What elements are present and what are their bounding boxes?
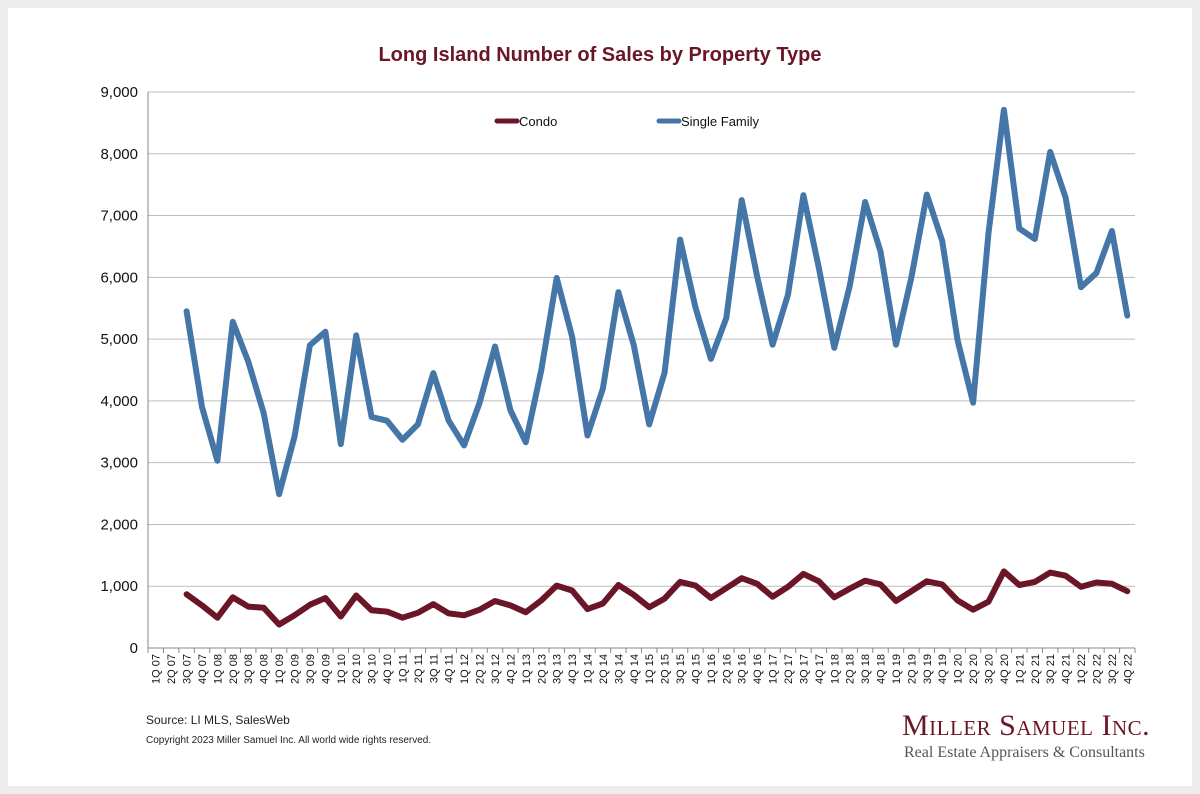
x-tick-label: 4Q 11	[444, 654, 456, 683]
legend-label: Single Family	[681, 114, 760, 129]
x-tick-label: 4Q 17	[814, 654, 826, 684]
x-tick-label: 3Q 17	[798, 654, 810, 684]
x-tick-label: 4Q 08	[259, 654, 271, 684]
axes: 0 1,000 2,000 3,000 4,000 5,000 6,000 7,000 8,00…	[100, 84, 1136, 684]
x-tick-label: 2Q 13	[536, 654, 548, 684]
x-tick-label: 2Q 21	[1030, 654, 1042, 684]
x-tick-label: 4Q 21	[1061, 654, 1073, 684]
x-tick-label: 4Q 20	[999, 654, 1011, 684]
y-tick-label: 5,000	[100, 331, 138, 348]
x-tick-label: 2Q 12	[475, 654, 487, 684]
x-tick-label: 1Q 10	[336, 654, 348, 684]
y-tick-label: 9,000	[100, 84, 138, 101]
x-tick-label: 1Q 12	[459, 654, 471, 684]
x-tick-label: 4Q 16	[752, 654, 764, 684]
x-tick-label: 1Q 14	[583, 654, 595, 684]
x-tick-label: 1Q 15	[644, 654, 656, 684]
y-tick-label: 4,000	[100, 393, 138, 410]
x-tick-label: 3Q 08	[243, 654, 255, 684]
x-tick-label: 2Q 17	[783, 654, 795, 684]
x-tick-label: 2Q 14	[598, 654, 610, 684]
x-tick-label: 1Q 09	[274, 654, 286, 684]
x-tick-label: 2Q 15	[660, 654, 672, 684]
x-tick-label: 1Q 22	[1076, 654, 1088, 684]
x-tick-label: 1Q 19	[891, 654, 903, 684]
chart-title: Long Island Number of Sales by Property …	[378, 44, 822, 66]
y-tick-label: 3,000	[100, 455, 138, 472]
legend-label: Condo	[519, 114, 557, 129]
x-tick-label: 2Q 11	[413, 654, 425, 683]
x-tick-label: 3Q 11	[428, 654, 440, 683]
x-tick-label: 4Q 12	[505, 654, 517, 684]
copyright-note: Copyright 2023 Miller Samuel Inc. All wo…	[146, 735, 432, 746]
x-tick-label: 4Q 18	[876, 654, 888, 684]
x-tick-label: 4Q 15	[690, 654, 702, 684]
x-tick-label: 3Q 21	[1045, 654, 1057, 684]
x-tick-label: 3Q 14	[613, 654, 625, 684]
x-tick-label: 4Q 07	[197, 654, 209, 684]
x-tick-label: 1Q 16	[706, 654, 718, 684]
x-tick-label: 4Q 10	[382, 654, 394, 684]
condo-series-line	[183, 568, 1131, 628]
x-tick-label: 3Q 13	[552, 654, 564, 684]
x-tick-label: 3Q 22	[1107, 654, 1119, 684]
x-tick-label: 4Q 14	[629, 654, 641, 684]
x-tick-label: 1Q 13	[521, 654, 533, 684]
x-tick-label: 3Q 20	[983, 654, 995, 684]
x-tick-label: 1Q 18	[829, 654, 841, 684]
brand-logo-name: Miller Samuel Inc.	[902, 709, 1151, 742]
single-family-series-line	[183, 106, 1131, 498]
y-tick-label: 0	[130, 640, 138, 657]
x-tick-label: 3Q 18	[860, 654, 872, 684]
x-tick-label: 3Q 15	[675, 654, 687, 684]
x-tick-label: 3Q 10	[367, 654, 379, 684]
y-tick-label: 7,000	[100, 208, 138, 225]
x-tick-label: 1Q 21	[1014, 654, 1026, 684]
x-tick-label: 2Q 16	[721, 654, 733, 684]
x-tick-label: 4Q 19	[937, 654, 949, 684]
x-tick-label: 2Q 22	[1091, 654, 1103, 684]
x-tick-label: 1Q 07	[151, 654, 163, 684]
y-tick-label: 6,000	[100, 269, 138, 286]
x-tick-label: 4Q 13	[567, 654, 579, 684]
x-tick-label: 4Q 22	[1122, 654, 1134, 684]
y-tick-label: 1,000	[100, 578, 138, 595]
x-tick-label: 4Q 09	[320, 654, 332, 684]
x-tick-label: 1Q 17	[768, 654, 780, 684]
x-tick-label: 3Q 12	[490, 654, 502, 684]
x-tick-label: 2Q 07	[166, 654, 178, 684]
series-lines	[183, 106, 1131, 628]
x-tick-label: 3Q 19	[922, 654, 934, 684]
brand-tagline: Real Estate Appraisers & Consultants	[904, 744, 1145, 761]
x-tick-label: 2Q 19	[906, 654, 918, 684]
x-tick-label: 1Q 20	[953, 654, 965, 684]
x-tick-label: 2Q 10	[351, 654, 363, 684]
y-tick-label: 2,000	[100, 516, 138, 533]
legend: Condo Single Family	[494, 114, 760, 129]
x-tick-label: 3Q 07	[182, 654, 194, 684]
x-tick-label: 1Q 11	[397, 654, 409, 683]
x-tick-label: 2Q 18	[845, 654, 857, 684]
x-tick-label: 2Q 08	[228, 654, 240, 684]
x-tick-label: 2Q 20	[968, 654, 980, 684]
source-note: Source: LI MLS, SalesWeb	[146, 713, 290, 727]
x-tick-label: 1Q 08	[212, 654, 224, 684]
x-tick-label: 2Q 09	[290, 654, 302, 684]
y-tick-label: 8,000	[100, 146, 138, 163]
x-tick-label: 3Q 16	[737, 654, 749, 684]
gridlines	[148, 91, 1135, 587]
x-tick-label: 3Q 09	[305, 654, 317, 684]
